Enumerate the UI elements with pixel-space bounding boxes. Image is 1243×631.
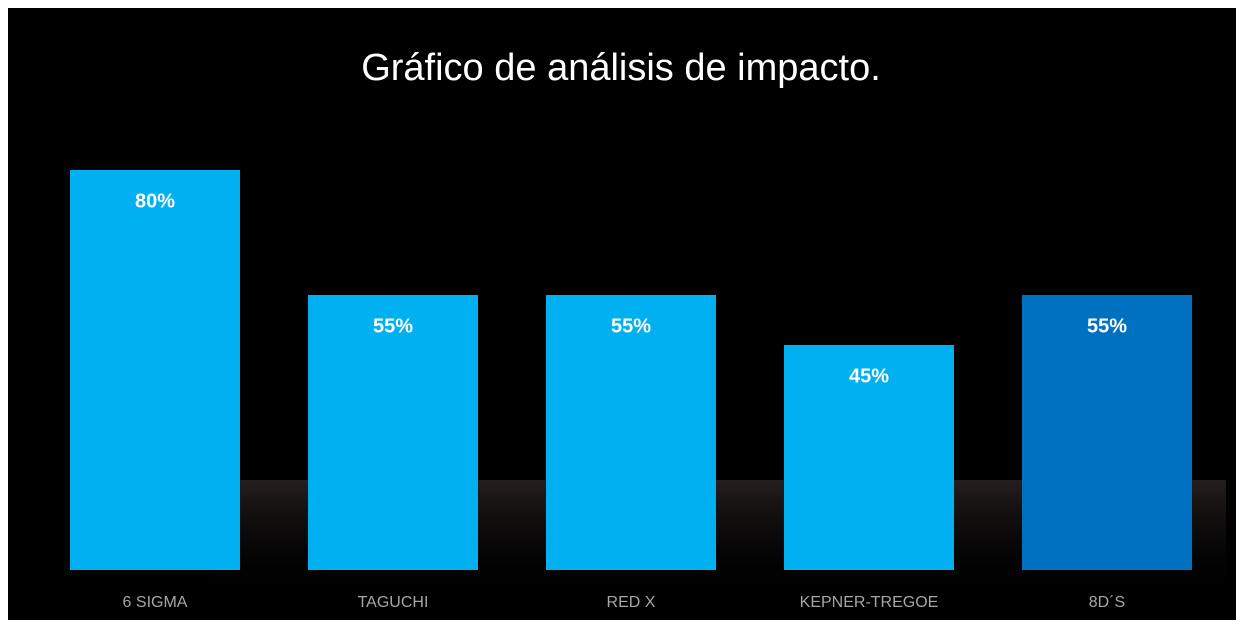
data-label: 80%	[135, 190, 175, 212]
data-label: 45%	[849, 365, 889, 387]
chart-title: Gráfico de análisis de impacto.	[361, 47, 881, 89]
bar	[546, 295, 716, 570]
data-label: 55%	[373, 315, 413, 337]
x-tick-label: KEPNER-TREGOE	[800, 594, 939, 611]
bar	[784, 345, 954, 570]
x-tick-label: 6 SIGMA	[123, 594, 188, 611]
x-tick-label: TAGUCHI	[358, 594, 429, 611]
bar	[70, 170, 240, 570]
data-label: 55%	[611, 315, 651, 337]
data-label: 55%	[1087, 315, 1127, 337]
bar	[1022, 295, 1192, 570]
x-tick-label: RED X	[607, 594, 656, 611]
bar	[308, 295, 478, 570]
x-tick-label: 8D´S	[1089, 594, 1125, 611]
